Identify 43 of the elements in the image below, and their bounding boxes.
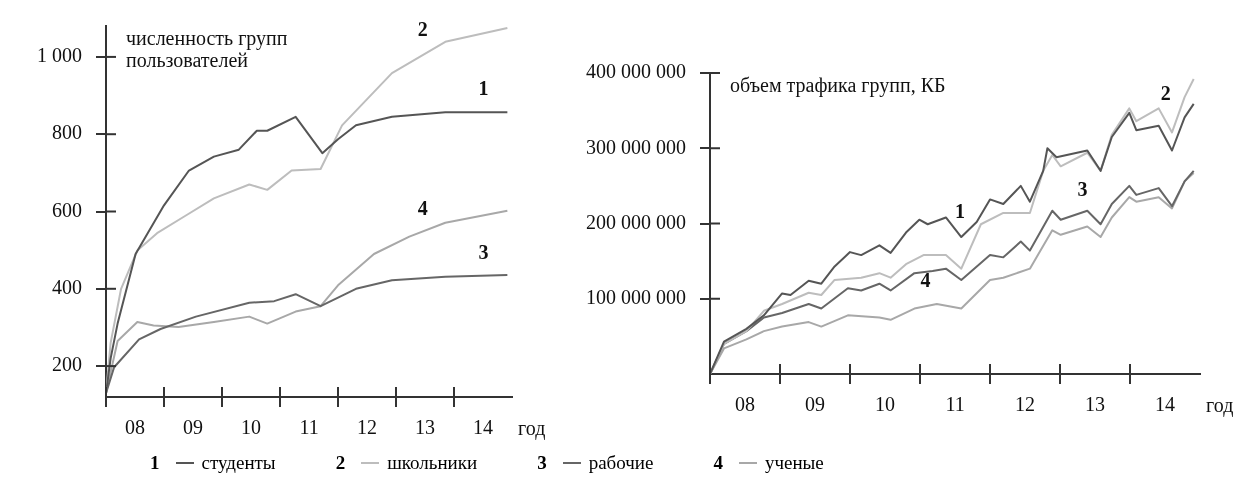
x-tick-label: 09: [183, 416, 203, 439]
legend-label: рабочие: [588, 452, 654, 474]
legend-label: студенты: [201, 452, 276, 474]
y-tick-label: 1 000: [37, 44, 82, 67]
x-axis-title: год: [1206, 394, 1234, 418]
text: 1: [150, 452, 160, 473]
y-tick-label: 800: [52, 121, 82, 144]
x-tick-label: 12: [1015, 393, 1035, 416]
legend-label: ученые: [764, 452, 824, 474]
chart-title: объем трафика групп, КБ: [730, 74, 946, 98]
x-tick-label: 11: [945, 393, 965, 416]
x-axis-title: год: [518, 417, 546, 441]
y-tick-label: 200 000 000: [586, 210, 686, 233]
x-tick-label: 14: [473, 416, 493, 439]
x-tick-label: 13: [415, 416, 435, 439]
annotation: 4: [417, 196, 428, 219]
legend-label: школьники: [387, 452, 478, 474]
y-tick-label: 300 000 000: [586, 135, 686, 158]
text: 4: [713, 452, 723, 473]
y-tick-label: 100 000 000: [586, 286, 686, 308]
y-tick-label: 400: [52, 276, 82, 299]
x-tick-label: 10: [875, 393, 895, 416]
y-tick-label: 600: [52, 198, 82, 221]
x-tick-label: 09: [805, 393, 825, 416]
text: 2: [335, 452, 346, 473]
x-tick-label: 08: [735, 393, 755, 416]
annotation: 2: [417, 18, 428, 41]
text: 3: [537, 452, 547, 473]
y-tick-label: 200: [52, 353, 82, 376]
x-tick-label: 12: [357, 416, 377, 439]
annotation: 3: [1077, 177, 1088, 200]
x-tick-label: 13: [1085, 393, 1105, 416]
x-tick-label: 11: [299, 416, 319, 439]
annotation: 1: [478, 77, 489, 100]
annotation: 2: [1160, 82, 1171, 105]
annotation: 3: [478, 240, 489, 263]
annotation: 4: [920, 269, 931, 292]
x-tick-label: 14: [1155, 393, 1175, 416]
x-tick-label: 08: [125, 416, 145, 439]
x-tick-label: 10: [241, 416, 261, 439]
annotation: 1: [954, 200, 965, 223]
y-tick-label: 400 000 000: [586, 60, 686, 83]
text: численность групп пользователей: [126, 27, 288, 72]
